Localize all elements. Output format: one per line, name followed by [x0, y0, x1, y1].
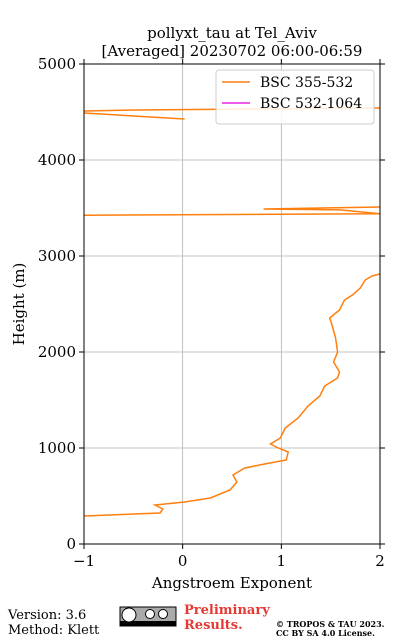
legend-label: BSC 355-532: [260, 75, 353, 91]
cc-logo: [119, 606, 177, 627]
y-tick-label: 2000: [38, 343, 76, 361]
version: Version: 3.6: [7, 608, 86, 623]
chart-title: pollyxt_tau at Tel_Aviv: [147, 24, 317, 42]
axes-frame: [83, 63, 381, 545]
y-tick-label: 3000: [38, 247, 76, 265]
license: CC BY SA 4.0 License.: [276, 628, 375, 638]
x-tick-label: 1: [277, 552, 287, 570]
copyright: © TROPOS & TAU 2023.: [276, 619, 385, 629]
y-tick-label: 1000: [38, 439, 76, 457]
preliminary: Preliminary Results.: [184, 603, 270, 633]
y-axis-label: Height (m): [10, 263, 28, 346]
method: Method: Klett: [8, 623, 100, 638]
chart-subtitle: [Averaged] 20230702 06:00-06:59: [102, 42, 363, 60]
x-tick-label: 0: [178, 552, 188, 570]
legend: BSC 355-532 BSC 532-1064: [215, 69, 375, 125]
x-axis-label: Angstroem Exponent: [151, 574, 312, 592]
legend-label: BSC 532-1064: [260, 96, 362, 112]
y-tick-label: 5000: [38, 55, 76, 73]
x-tick-label: 2: [375, 552, 385, 570]
y-tick-label: 0: [66, 535, 76, 553]
legend-box: [215, 69, 375, 125]
y-tick-label: 4000: [38, 151, 76, 169]
profile-line: [84, 107, 380, 517]
x-tick-label: −1: [73, 552, 95, 570]
